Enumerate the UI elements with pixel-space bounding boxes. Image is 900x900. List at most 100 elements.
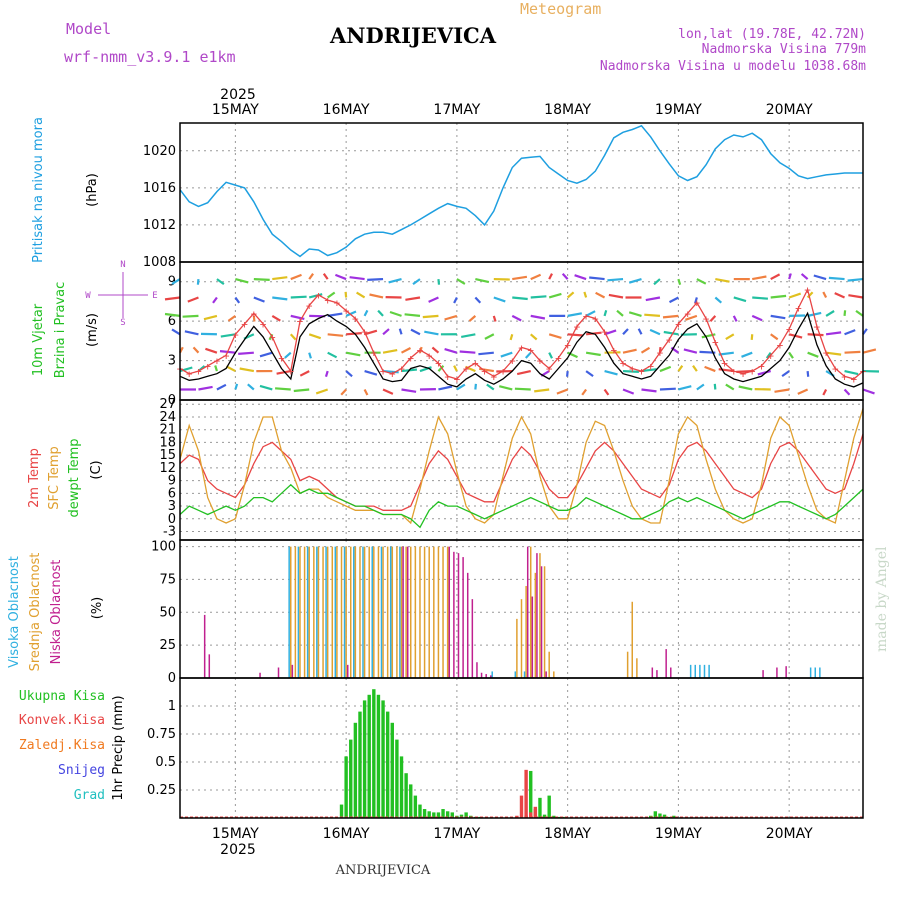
- coords-label: lon,lat (19.78E, 42.72N): [678, 27, 866, 42]
- gust-marker: +: [306, 299, 313, 312]
- gust-marker: +: [204, 360, 211, 373]
- credit-label: made by Angel: [874, 546, 890, 652]
- day-label-bottom: 16MAY: [323, 826, 370, 842]
- precip-total-bar: [653, 811, 658, 818]
- precip-frz-label: Zaledj.Kisa: [19, 738, 105, 753]
- gust-marker: +: [638, 365, 645, 378]
- precip-total-bar: [547, 795, 551, 818]
- wind-arrow: [581, 388, 588, 396]
- gust-marker: +: [380, 365, 387, 378]
- wind-arrow: [492, 315, 497, 322]
- wind-arrow: [382, 388, 394, 395]
- y-tick-label: 75: [159, 572, 176, 587]
- wind-arrow: [604, 370, 618, 376]
- wind-arrow: [663, 330, 679, 336]
- wind-arrow: [377, 309, 384, 317]
- wind-arrow: [276, 370, 291, 375]
- gust-marker: +: [583, 310, 590, 323]
- precip-conv-bar: [533, 806, 538, 818]
- wind-arrow: [683, 348, 698, 354]
- day-label-bottom: 17MAY: [433, 826, 480, 842]
- panel-frame: [179, 122, 864, 263]
- wind-arrow: [608, 293, 624, 299]
- wind-arrow: [825, 310, 835, 317]
- day-label-bottom: 20MAY: [766, 826, 813, 842]
- gust-marker: +: [500, 365, 507, 378]
- gust-marker: +: [777, 339, 784, 352]
- gust-marker: +: [703, 313, 710, 326]
- y-tick-label: 12: [159, 461, 176, 476]
- compass-west: W: [85, 291, 91, 301]
- wind-arrow: [308, 352, 312, 359]
- wind-arrow: [659, 387, 676, 391]
- wind-arrow: [456, 278, 466, 285]
- day-label-top: 19MAY: [655, 102, 702, 118]
- wind-arrow: [696, 278, 707, 285]
- wind-arrow: [567, 333, 584, 337]
- wind-arrow: [622, 388, 635, 395]
- wind-arrow: [356, 291, 366, 299]
- wind-arrow: [299, 370, 310, 377]
- y-tick-label: 1012: [143, 218, 176, 233]
- wind-arrow: [637, 328, 643, 335]
- wind-arrow: [862, 348, 877, 354]
- gust-marker: +: [232, 328, 239, 341]
- wind-arrow: [308, 333, 322, 340]
- wind-arrow: [530, 295, 547, 299]
- wind-arrow: [640, 346, 651, 354]
- cloud-mid-title: Srednja Oblacnost: [28, 553, 43, 672]
- pressure-line: [179, 124, 863, 258]
- gust-marker: +: [398, 362, 405, 375]
- gust-marker: +: [601, 326, 608, 339]
- y-tick-label: 3: [168, 499, 176, 514]
- wind-arrow: [164, 296, 181, 301]
- wind-arrow: [548, 292, 562, 299]
- product-title: Meteogram: [520, 0, 601, 18]
- y-tick-label: 1016: [143, 181, 176, 196]
- gust-marker: +: [564, 339, 571, 352]
- wind-arrow: [825, 331, 842, 336]
- wind-arrow: [806, 370, 810, 377]
- wind-arrow: [253, 277, 270, 281]
- wind-arrow: [382, 349, 398, 354]
- wind-arrow: [704, 365, 716, 373]
- gust-marker: +: [426, 349, 433, 362]
- cloud-high-title: Visoka Oblacnost: [7, 556, 22, 668]
- wind-arrow: [182, 314, 199, 318]
- wind-arrow: [604, 329, 617, 336]
- precip-total-bar: [436, 812, 441, 818]
- wind-arrow: [741, 351, 753, 358]
- wind-arrow: [628, 311, 642, 317]
- wind-arrow: [171, 328, 181, 336]
- wind-arrow: [694, 297, 698, 304]
- wind-arrow: [732, 315, 738, 322]
- precip-total-bar: [658, 813, 662, 818]
- gust-marker: +: [287, 365, 294, 378]
- gust-marker: +: [804, 284, 811, 297]
- wind-arrow: [807, 351, 819, 358]
- gust-marker: +: [361, 326, 368, 339]
- snow-label: Snijeg: [58, 763, 105, 778]
- wind-arrow: [622, 328, 629, 336]
- temp2m-title: 2m Temp: [27, 448, 42, 508]
- wind-arrow: [561, 273, 569, 280]
- wind-arrow: [589, 276, 605, 281]
- wind-arrow: [308, 293, 323, 299]
- wind-arrow: [709, 315, 717, 322]
- gust-marker: +: [666, 334, 673, 347]
- wind-arrow: [595, 291, 606, 299]
- wind-arrow: [678, 385, 692, 391]
- wind-arrow: [293, 388, 310, 393]
- wind-arrow: [367, 277, 384, 281]
- gust-marker: +: [334, 297, 341, 310]
- wind-arrow: [259, 384, 273, 391]
- wind-arrow: [363, 309, 369, 317]
- wind-arrow: [567, 351, 578, 359]
- wind-arrow: [530, 333, 538, 341]
- compass-north: N: [120, 260, 125, 270]
- day-label-top: 16MAY: [323, 102, 370, 118]
- wind-arrow: [607, 277, 624, 282]
- gust-marker: +: [251, 307, 258, 320]
- wind-arrow: [844, 370, 859, 376]
- wind-arrow: [774, 388, 790, 393]
